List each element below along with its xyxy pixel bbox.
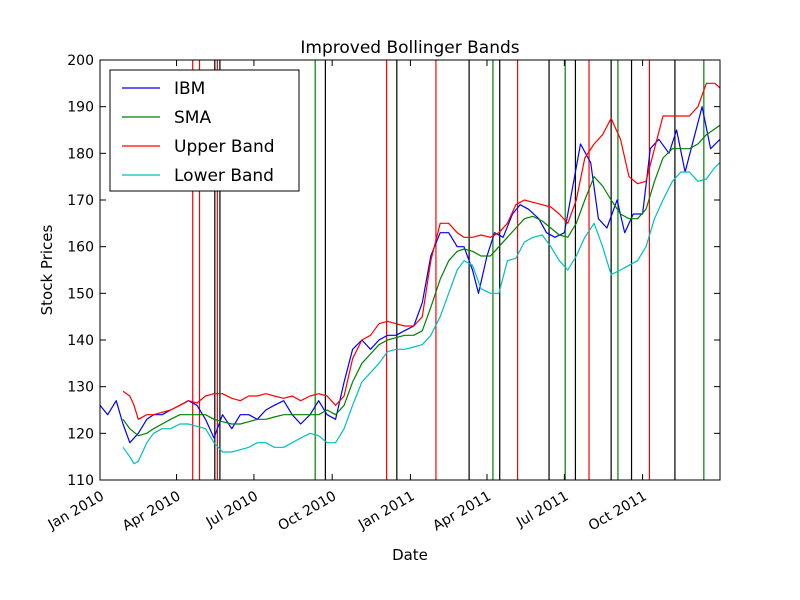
series-line-upper-band xyxy=(122,82,720,420)
series-line-sma xyxy=(122,124,720,437)
y-tick-label: 150 xyxy=(67,286,94,302)
series-line-ibm xyxy=(100,106,720,444)
y-tick-label: 120 xyxy=(67,426,94,442)
y-tick-label: 190 xyxy=(67,100,94,116)
series-line-lower-band xyxy=(122,162,720,465)
legend-label-sma: SMA xyxy=(174,108,211,128)
x-axis-label: Date xyxy=(392,546,428,564)
legend-label-ibm: IBM xyxy=(174,79,205,99)
series-group xyxy=(100,82,720,465)
chart-title: Improved Bollinger Bands xyxy=(300,38,519,58)
legend: IBM SMA Upper Band Lower Band xyxy=(109,69,300,192)
plot-frame xyxy=(99,59,721,481)
y-tick-label: 140 xyxy=(67,333,94,349)
legend-label-upper-band: Upper Band xyxy=(174,137,275,157)
legend-box xyxy=(109,69,300,192)
legend-label-lower-band: Lower Band xyxy=(174,166,274,186)
y-tick-label: 130 xyxy=(67,380,94,396)
y-tick-label: 200 xyxy=(67,53,94,69)
y-axis-label: Stock Prices xyxy=(38,224,56,315)
y-tick-label: 170 xyxy=(67,193,94,209)
y-tick-label: 180 xyxy=(67,146,94,162)
y-tick-label: 110 xyxy=(67,473,94,489)
y-tick-label: 160 xyxy=(67,240,94,256)
